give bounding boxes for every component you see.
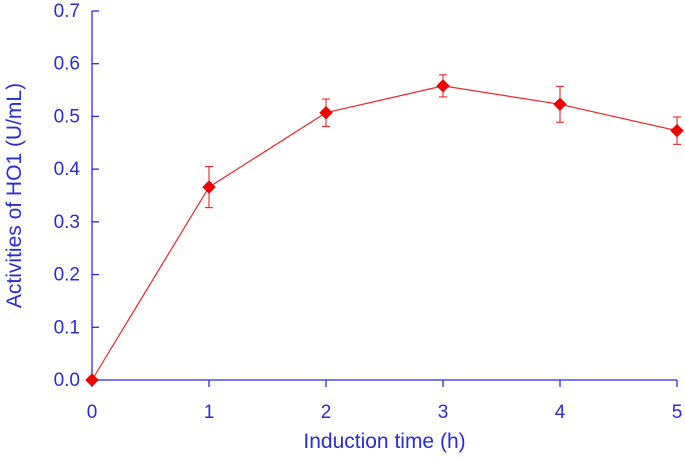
x-tick-label: 3 bbox=[438, 402, 449, 423]
x-tick-label: 1 bbox=[204, 402, 215, 423]
y-tick-label: 0.3 bbox=[54, 212, 80, 233]
x-tick-label: 5 bbox=[672, 402, 683, 423]
data-point bbox=[670, 123, 684, 138]
axes bbox=[91, 11, 677, 381]
y-axis-title: Activities of HO1 (U/mL) bbox=[3, 83, 26, 308]
data-point bbox=[202, 180, 216, 194]
x-axis-title: Induction time (h) bbox=[303, 430, 465, 453]
y-tick-label: 0.7 bbox=[54, 1, 80, 22]
x-tick-label: 4 bbox=[555, 402, 566, 423]
x-ticks: 0 1 2 3 4 5 bbox=[87, 380, 683, 423]
series bbox=[85, 74, 684, 387]
y-tick-label: 0.2 bbox=[54, 265, 80, 286]
y-tick-label: 0.5 bbox=[54, 106, 80, 127]
y-tick-label: 0.0 bbox=[54, 370, 80, 391]
x-tick-label: 2 bbox=[321, 402, 332, 423]
series-line bbox=[91, 85, 678, 381]
y-tick-label: 0.4 bbox=[54, 159, 81, 180]
x-tick-label: 0 bbox=[87, 402, 98, 423]
data-point bbox=[436, 79, 450, 93]
data-point bbox=[319, 106, 333, 120]
data-point bbox=[553, 97, 567, 112]
y-tick-label: 0.1 bbox=[54, 317, 80, 338]
y-tick-label: 0.6 bbox=[54, 54, 80, 75]
y-ticks: 0.0 0.1 0.2 0.3 0.4 0.5 0.6 0.7 bbox=[54, 1, 99, 391]
data-point bbox=[85, 373, 99, 387]
